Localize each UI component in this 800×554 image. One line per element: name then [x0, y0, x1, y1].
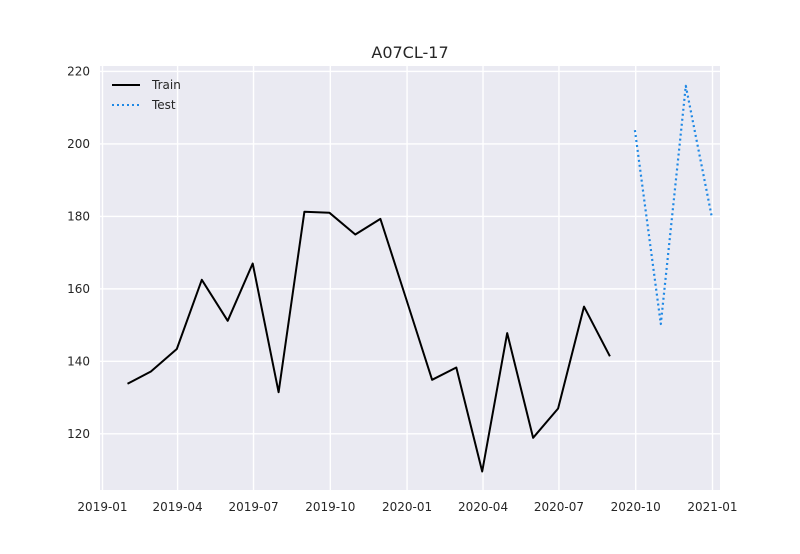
series-train-line — [127, 210, 611, 473]
x-tick-label: 2020-01 — [382, 500, 432, 514]
x-tick-labels: 2019-01 2019-04 2019-07 2019-10 2020-01 2020-… — [77, 500, 737, 514]
grid — [100, 66, 720, 490]
y-tick-label: 140 — [67, 354, 90, 368]
y-tick-label: 220 — [67, 64, 90, 78]
series-layer — [127, 84, 713, 473]
x-tick-label: 2019-01 — [77, 500, 127, 514]
x-tick-label: 2020-04 — [458, 500, 508, 514]
x-tick-label: 2019-10 — [305, 500, 355, 514]
y-tick-label: 200 — [67, 137, 90, 151]
y-tick-label: 120 — [67, 427, 90, 441]
x-tick-label: 2019-04 — [153, 500, 203, 514]
y-tick-labels: 120 140 160 180 200 220 — [67, 64, 90, 440]
plot-background — [100, 66, 720, 490]
x-tick-label: 2020-10 — [611, 500, 661, 514]
y-tick-label: 160 — [67, 282, 90, 296]
legend-label-train: Train — [151, 78, 181, 92]
legend-label-test: Test — [151, 98, 176, 112]
x-tick-label: 2021-01 — [687, 500, 737, 514]
x-tick-label: 2020-07 — [534, 500, 584, 514]
series-test-line — [633, 84, 713, 326]
legend: Train Test — [112, 78, 181, 112]
x-tick-label: 2019-07 — [228, 500, 278, 514]
y-tick-label: 180 — [67, 209, 90, 223]
chart-title: A07CL-17 — [371, 43, 448, 62]
